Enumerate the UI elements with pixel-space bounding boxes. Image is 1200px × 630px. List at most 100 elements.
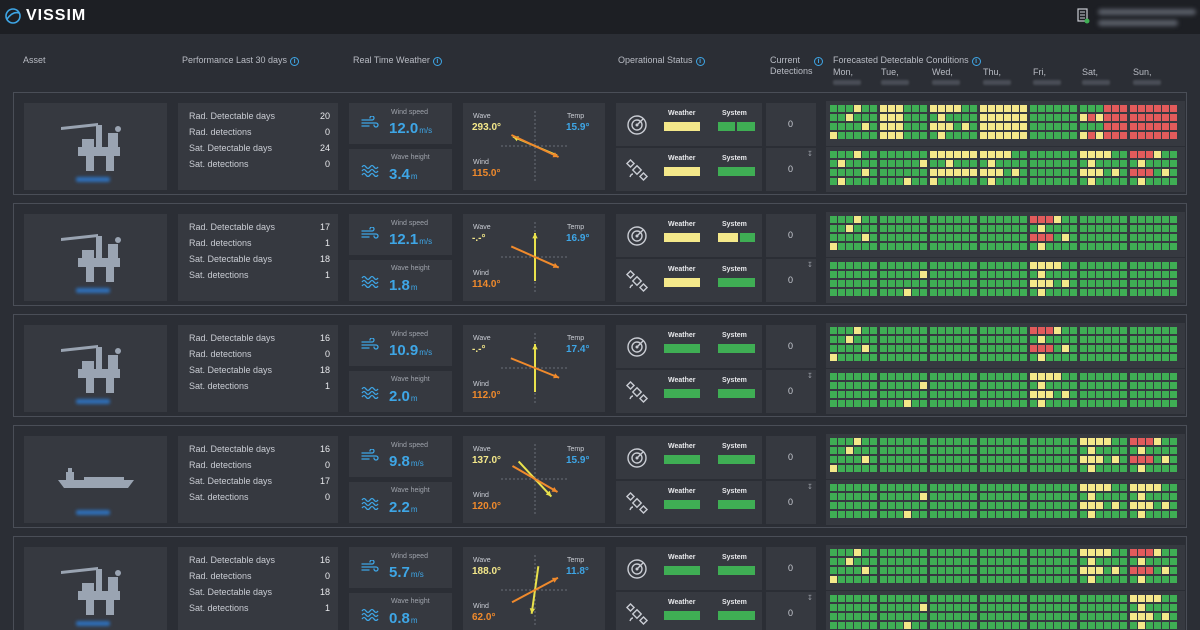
forecast-cell[interactable] bbox=[846, 354, 853, 361]
forecast-cell[interactable] bbox=[1120, 447, 1127, 454]
forecast-day-grid[interactable] bbox=[1030, 373, 1077, 409]
forecast-cell[interactable] bbox=[1070, 234, 1077, 241]
forecast-cell[interactable] bbox=[1170, 169, 1177, 176]
forecast-cell[interactable] bbox=[1070, 354, 1077, 361]
forecast-cell[interactable] bbox=[1120, 558, 1127, 565]
forecast-day-grid[interactable] bbox=[930, 484, 977, 520]
forecast-cell[interactable] bbox=[1062, 345, 1069, 352]
forecast-cell[interactable] bbox=[970, 345, 977, 352]
forecast-cell[interactable] bbox=[988, 447, 995, 454]
forecast-cell[interactable] bbox=[1138, 160, 1145, 167]
forecast-cell[interactable] bbox=[880, 105, 887, 112]
forecast-cell[interactable] bbox=[946, 400, 953, 407]
forecast-cell[interactable] bbox=[1096, 576, 1103, 583]
forecast-cell[interactable] bbox=[1088, 262, 1095, 269]
forecast-cell[interactable] bbox=[1046, 327, 1053, 334]
forecast-cell[interactable] bbox=[930, 336, 937, 343]
forecast-cell[interactable] bbox=[1130, 234, 1137, 241]
forecast-cell[interactable] bbox=[1162, 225, 1169, 232]
forecast-cell[interactable] bbox=[1004, 484, 1011, 491]
forecast-cell[interactable] bbox=[1154, 114, 1161, 121]
forecast-cell[interactable] bbox=[1070, 160, 1077, 167]
forecast-cell[interactable] bbox=[1162, 123, 1169, 130]
forecast-cell[interactable] bbox=[1020, 447, 1027, 454]
forecast-cell[interactable] bbox=[980, 493, 987, 500]
forecast-cell[interactable] bbox=[1170, 114, 1177, 121]
forecast-cell[interactable] bbox=[912, 123, 919, 130]
forecast-cell[interactable] bbox=[870, 558, 877, 565]
forecast-cell[interactable] bbox=[838, 234, 845, 241]
forecast-cell[interactable] bbox=[846, 465, 853, 472]
forecast-cell[interactable] bbox=[938, 595, 945, 602]
forecast-cell[interactable] bbox=[1096, 114, 1103, 121]
forecast-cell[interactable] bbox=[838, 493, 845, 500]
forecast-cell[interactable] bbox=[838, 391, 845, 398]
forecast-cell[interactable] bbox=[1038, 132, 1045, 139]
forecast-cell[interactable] bbox=[1080, 373, 1087, 380]
forecast-cell[interactable] bbox=[954, 280, 961, 287]
forecast-cell[interactable] bbox=[1104, 216, 1111, 223]
forecast-cell[interactable] bbox=[888, 178, 895, 185]
forecast-cell[interactable] bbox=[980, 114, 987, 121]
forecast-cell[interactable] bbox=[1138, 549, 1145, 556]
forecast-cell[interactable] bbox=[1138, 336, 1145, 343]
forecast-cell[interactable] bbox=[946, 354, 953, 361]
forecast-cell[interactable] bbox=[880, 262, 887, 269]
forecast-cell[interactable] bbox=[1070, 558, 1077, 565]
forecast-cell[interactable] bbox=[930, 216, 937, 223]
forecast-cell[interactable] bbox=[1170, 327, 1177, 334]
forecast-cell[interactable] bbox=[920, 262, 927, 269]
forecast-cell[interactable] bbox=[1004, 558, 1011, 565]
forecast-cell[interactable] bbox=[930, 502, 937, 509]
forecast-cell[interactable] bbox=[1062, 484, 1069, 491]
forecast-cell[interactable] bbox=[870, 447, 877, 454]
forecast-cell[interactable] bbox=[862, 271, 869, 278]
forecast-cell[interactable] bbox=[896, 567, 903, 574]
info-icon[interactable]: i bbox=[971, 57, 981, 66]
forecast-cell[interactable] bbox=[1004, 123, 1011, 130]
forecast-cell[interactable] bbox=[1020, 456, 1027, 463]
forecast-cell[interactable] bbox=[1046, 391, 1053, 398]
forecast-cell[interactable] bbox=[1104, 622, 1111, 629]
forecast-cell[interactable] bbox=[1138, 345, 1145, 352]
forecast-cell[interactable] bbox=[1054, 178, 1061, 185]
forecast-cell[interactable] bbox=[1138, 604, 1145, 611]
forecast-cell[interactable] bbox=[920, 151, 927, 158]
forecast-cell[interactable] bbox=[1054, 511, 1061, 518]
forecast-cell[interactable] bbox=[1112, 327, 1119, 334]
forecast-cell[interactable] bbox=[862, 262, 869, 269]
forecast-cell[interactable] bbox=[946, 336, 953, 343]
forecast-cell[interactable] bbox=[880, 502, 887, 509]
forecast-cell[interactable] bbox=[1130, 280, 1137, 287]
forecast-cell[interactable] bbox=[1030, 327, 1037, 334]
forecast-cell[interactable] bbox=[1146, 613, 1153, 620]
forecast-cell[interactable] bbox=[888, 105, 895, 112]
forecast-cell[interactable] bbox=[946, 345, 953, 352]
forecast-cell[interactable] bbox=[888, 502, 895, 509]
forecast-cell[interactable] bbox=[954, 169, 961, 176]
forecast-cell[interactable] bbox=[962, 465, 969, 472]
forecast-cell[interactable] bbox=[854, 558, 861, 565]
forecast-cell[interactable] bbox=[830, 160, 837, 167]
forecast-cell[interactable] bbox=[904, 169, 911, 176]
forecast-cell[interactable] bbox=[1046, 123, 1053, 130]
forecast-cell[interactable] bbox=[1030, 456, 1037, 463]
forecast-cell[interactable] bbox=[988, 382, 995, 389]
forecast-cell[interactable] bbox=[1054, 373, 1061, 380]
forecast-cell[interactable] bbox=[854, 280, 861, 287]
forecast-cell[interactable] bbox=[1030, 511, 1037, 518]
forecast-cell[interactable] bbox=[988, 123, 995, 130]
forecast-cell[interactable] bbox=[1038, 345, 1045, 352]
forecast-cell[interactable] bbox=[862, 234, 869, 241]
forecast-cell[interactable] bbox=[1046, 400, 1053, 407]
forecast-cell[interactable] bbox=[1154, 465, 1161, 472]
forecast-cell[interactable] bbox=[1080, 262, 1087, 269]
forecast-cell[interactable] bbox=[996, 132, 1003, 139]
forecast-cell[interactable] bbox=[1038, 567, 1045, 574]
forecast-cell[interactable] bbox=[1130, 123, 1137, 130]
forecast-cell[interactable] bbox=[1054, 105, 1061, 112]
forecast-cell[interactable] bbox=[888, 280, 895, 287]
forecast-day-grid[interactable] bbox=[980, 438, 1027, 474]
forecast-cell[interactable] bbox=[904, 225, 911, 232]
forecast-cell[interactable] bbox=[962, 225, 969, 232]
